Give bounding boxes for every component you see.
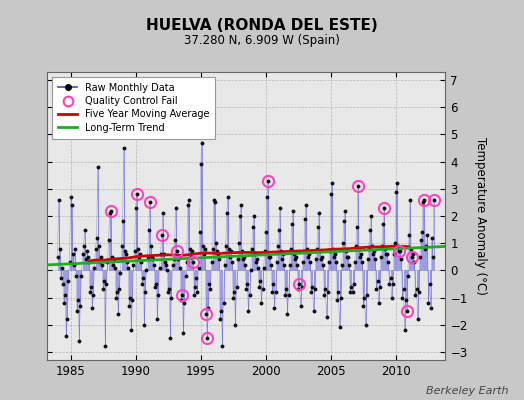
Text: 37.280 N, 6.909 W (Spain): 37.280 N, 6.909 W (Spain) — [184, 34, 340, 47]
Text: Berkeley Earth: Berkeley Earth — [426, 386, 508, 396]
Legend: Raw Monthly Data, Quality Control Fail, Five Year Moving Average, Long-Term Tren: Raw Monthly Data, Quality Control Fail, … — [52, 77, 215, 139]
Y-axis label: Temperature Anomaly (°C): Temperature Anomaly (°C) — [474, 137, 487, 295]
Text: HUELVA (RONDA DEL ESTE): HUELVA (RONDA DEL ESTE) — [146, 18, 378, 33]
